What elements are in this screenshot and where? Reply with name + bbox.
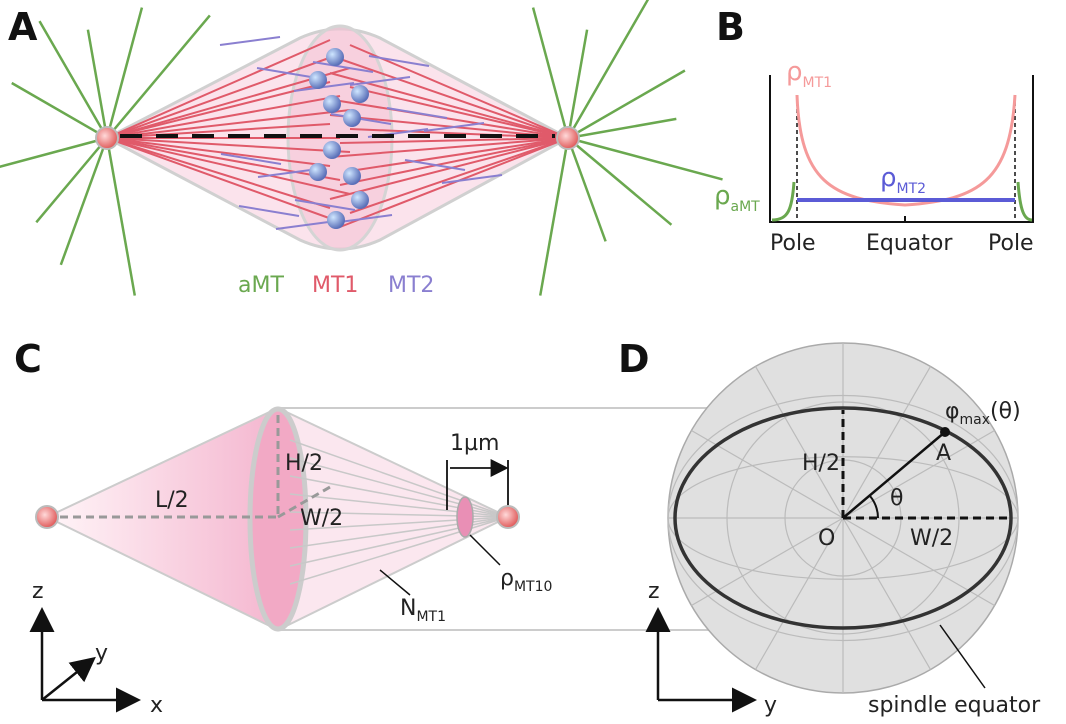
n-mt1: NMT1 [400,596,446,625]
symbol: ρ [714,181,731,211]
symbol: ρ [500,566,514,591]
equator-label: spindle equator [868,693,1041,718]
x-label: Pole [770,231,816,256]
pole [557,127,579,149]
axis-label: z [648,579,660,604]
x-label: Pole [988,231,1034,256]
small-ellipse [457,497,473,537]
mt2 [220,37,280,45]
leader [380,570,410,595]
chromosome [327,211,345,229]
astral-mt [540,138,568,296]
symbol: N [400,596,416,621]
subscript: MT1 [803,75,833,91]
chromosome [351,85,369,103]
panel-b: B ρMT1 ρMT2 ρaMT Pole Equator Pole [714,5,1034,256]
point-a [940,427,950,437]
figure: A aMT MT1 MT2 B ρMT1 ρMT2 ρaMT Pole Equa… [0,0,1066,724]
panel-label: C [14,337,42,381]
rho-mt1: ρMT1 [786,57,832,91]
half-spindle [47,408,278,630]
astral-mt [61,138,107,265]
point-label: A [936,441,951,466]
subscript: max [960,412,991,428]
rho-mt10: ρMT10 [500,566,552,595]
half-width: W/2 [300,506,343,531]
panel-d: D φmax(θ) A H/2 θ O W/2 spindle equator … [618,337,1041,718]
symbol: φ [945,399,960,424]
legend-mt2: MT2 [388,273,434,298]
half-height: H/2 [285,451,323,476]
astral-mt [36,138,107,222]
origin: O [818,526,835,551]
half-height: H/2 [802,451,840,476]
rho-amt: ρaMT [714,181,760,215]
leader [470,535,500,565]
phi-max: φmax(θ) [945,399,1021,428]
chromosome [351,191,369,209]
axis-label: y [95,641,108,666]
symbol: ρ [880,163,897,193]
x-label: Equator [866,231,953,256]
chromosome [343,109,361,127]
legend-mt1: MT1 [312,273,358,298]
legend-amt: aMT [238,273,284,298]
panel-label: D [618,337,650,381]
astral-mt [12,83,107,138]
chromosome [309,163,327,181]
symbol: ρ [786,57,803,87]
axis-label: x [150,693,163,718]
argument: (θ) [990,399,1021,424]
half-width: W/2 [910,526,953,551]
chromosome [309,71,327,89]
pole [497,506,519,528]
panel-label: B [716,5,745,49]
astral-mt [107,138,135,296]
subscript: MT10 [514,579,552,595]
subscript: aMT [731,199,761,215]
panel-a: A aMT MT1 MT2 [0,0,723,298]
chromosome [343,167,361,185]
pole [36,506,58,528]
subscript: MT2 [897,181,927,197]
axis-label: y [764,693,777,718]
pole [96,127,118,149]
axis-label: z [32,579,44,604]
scale-label: 1µm [450,431,499,456]
chromosome [323,95,341,113]
angle: θ [890,486,903,511]
rho-mt2: ρMT2 [880,163,926,197]
panel-label: A [8,5,38,49]
half-length: L/2 [155,488,189,513]
astral-mt [533,8,568,138]
chromosome [326,48,344,66]
axes [42,612,136,700]
subscript: MT1 [416,609,446,625]
chromosome [323,141,341,159]
